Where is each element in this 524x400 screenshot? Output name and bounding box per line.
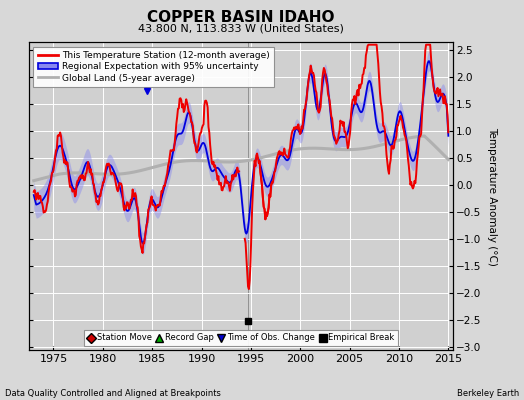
Y-axis label: Temperature Anomaly (°C): Temperature Anomaly (°C)	[487, 126, 497, 266]
Legend: Station Move, Record Gap, Time of Obs. Change, Empirical Break: Station Move, Record Gap, Time of Obs. C…	[84, 330, 398, 346]
Text: Data Quality Controlled and Aligned at Breakpoints: Data Quality Controlled and Aligned at B…	[5, 389, 221, 398]
Text: 43.800 N, 113.833 W (United States): 43.800 N, 113.833 W (United States)	[138, 23, 344, 33]
Text: COPPER BASIN IDAHO: COPPER BASIN IDAHO	[147, 10, 335, 25]
Text: Berkeley Earth: Berkeley Earth	[456, 389, 519, 398]
